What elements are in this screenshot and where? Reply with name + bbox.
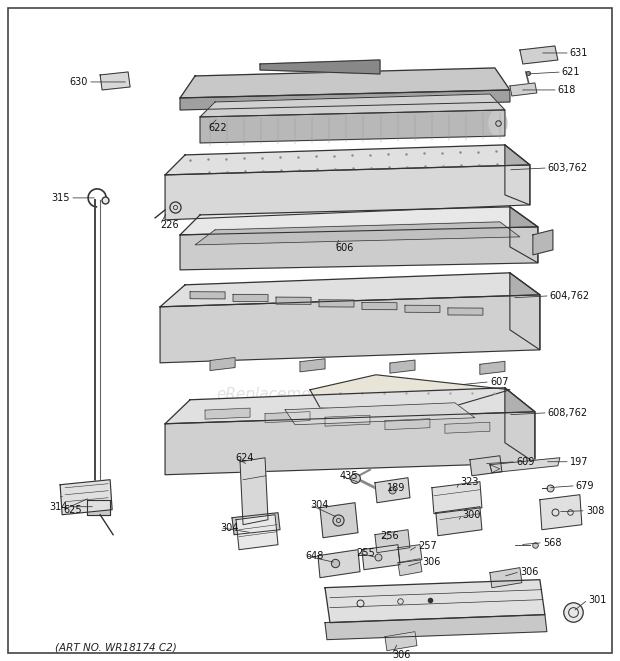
Text: 435: 435 <box>340 471 358 481</box>
Text: eReplacementParts.com: eReplacementParts.com <box>216 387 404 403</box>
Polygon shape <box>233 294 268 301</box>
Polygon shape <box>165 165 530 220</box>
Text: 607: 607 <box>490 377 508 387</box>
Text: 606: 606 <box>335 243 353 253</box>
Polygon shape <box>165 145 530 175</box>
Polygon shape <box>165 412 535 475</box>
Polygon shape <box>385 632 417 650</box>
Text: 189: 189 <box>387 483 405 492</box>
Polygon shape <box>490 457 560 473</box>
Polygon shape <box>60 480 112 515</box>
Text: 306: 306 <box>520 566 538 576</box>
Polygon shape <box>362 545 400 570</box>
Text: 226: 226 <box>160 220 179 230</box>
Polygon shape <box>87 500 110 515</box>
Text: 314: 314 <box>50 502 68 512</box>
Polygon shape <box>160 295 540 363</box>
Polygon shape <box>318 550 360 578</box>
Polygon shape <box>510 83 537 96</box>
Polygon shape <box>325 415 370 426</box>
Polygon shape <box>520 46 558 64</box>
Polygon shape <box>165 388 535 424</box>
Text: 621: 621 <box>562 67 580 77</box>
Text: 256: 256 <box>380 531 399 541</box>
Polygon shape <box>195 222 520 245</box>
Text: 631: 631 <box>570 48 588 58</box>
Text: 257: 257 <box>418 541 436 551</box>
Polygon shape <box>180 68 510 98</box>
Polygon shape <box>100 72 130 90</box>
Text: 255: 255 <box>356 548 374 558</box>
Polygon shape <box>480 362 505 374</box>
Text: 306: 306 <box>422 557 440 566</box>
Polygon shape <box>385 418 430 430</box>
Text: 306: 306 <box>392 650 410 660</box>
Polygon shape <box>236 515 278 550</box>
Polygon shape <box>260 60 380 74</box>
Polygon shape <box>490 568 522 588</box>
Polygon shape <box>362 303 397 310</box>
Polygon shape <box>200 110 505 143</box>
Polygon shape <box>490 465 500 473</box>
Polygon shape <box>310 375 510 412</box>
Text: (ART NO. WR18174 C2): (ART NO. WR18174 C2) <box>55 642 177 652</box>
Text: 315: 315 <box>51 193 70 203</box>
Polygon shape <box>160 273 540 307</box>
Ellipse shape <box>489 110 507 136</box>
Text: 301: 301 <box>588 595 606 605</box>
Polygon shape <box>265 412 310 422</box>
Text: 323: 323 <box>460 477 479 486</box>
Polygon shape <box>285 403 475 425</box>
Polygon shape <box>445 422 490 433</box>
Polygon shape <box>432 482 482 514</box>
Polygon shape <box>510 207 538 263</box>
Polygon shape <box>405 305 440 313</box>
Polygon shape <box>470 455 502 476</box>
Polygon shape <box>210 358 235 371</box>
Polygon shape <box>375 478 410 503</box>
Text: 608,762: 608,762 <box>548 408 588 418</box>
Polygon shape <box>390 360 415 373</box>
Polygon shape <box>533 230 553 255</box>
Polygon shape <box>505 388 535 463</box>
Polygon shape <box>300 359 325 371</box>
Text: 304: 304 <box>220 523 239 533</box>
Polygon shape <box>190 292 225 299</box>
Polygon shape <box>180 207 538 235</box>
Text: 197: 197 <box>570 457 588 467</box>
Polygon shape <box>375 529 410 553</box>
Text: 648: 648 <box>305 551 324 561</box>
Polygon shape <box>200 94 505 117</box>
Text: 603,762: 603,762 <box>548 163 588 173</box>
Polygon shape <box>540 494 582 529</box>
Polygon shape <box>232 513 280 535</box>
Text: 300: 300 <box>462 510 480 520</box>
Polygon shape <box>436 507 482 535</box>
Polygon shape <box>240 457 268 525</box>
Polygon shape <box>276 297 311 304</box>
Text: 604,762: 604,762 <box>550 291 590 301</box>
Polygon shape <box>180 227 538 270</box>
Polygon shape <box>180 90 510 110</box>
Text: 618: 618 <box>558 85 576 95</box>
Polygon shape <box>398 545 422 563</box>
Polygon shape <box>325 580 545 623</box>
Text: 630: 630 <box>70 77 88 87</box>
Polygon shape <box>505 145 530 205</box>
Text: 308: 308 <box>586 506 604 516</box>
Text: 624: 624 <box>235 453 254 463</box>
Polygon shape <box>448 308 483 315</box>
Polygon shape <box>319 300 354 307</box>
Text: 568: 568 <box>543 537 561 548</box>
Polygon shape <box>510 273 540 350</box>
Text: 622: 622 <box>208 123 227 133</box>
Text: 609: 609 <box>516 457 534 467</box>
Polygon shape <box>325 615 547 640</box>
Polygon shape <box>205 408 250 419</box>
Text: 304: 304 <box>310 500 329 510</box>
Text: 679: 679 <box>576 481 595 490</box>
Polygon shape <box>320 503 358 537</box>
Polygon shape <box>398 559 422 576</box>
Text: 625: 625 <box>63 505 82 515</box>
